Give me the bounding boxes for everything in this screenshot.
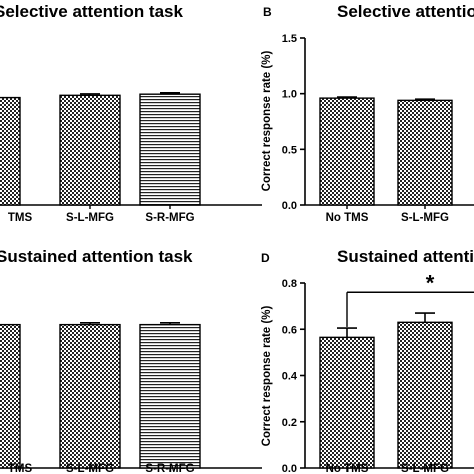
y-tick-label: 0.0 [282,463,297,474]
x-tick-label: S-R-MFG [145,463,194,474]
bar [397,99,453,206]
bar [139,323,201,469]
y-tick-label: 1.5 [282,33,297,45]
panel-3: Sustained attention task TMS S-L-MFG S-R-MF… [0,247,262,474]
y-axis-label: Correct response rate (%) [261,306,273,447]
panel-title: Selective attention task [0,2,184,21]
panel-1: Selective attention task TMS S-L-MFG S-R-MF… [0,2,262,224]
panel-letter: B [263,5,272,19]
panel-4: Sustained attention D 0.0 0.2 0.4 0.6 0.8 Corre… [261,247,474,474]
panel-title: Selective attention [337,2,474,21]
x-tick-label: S-L-MFG [401,212,449,224]
bar [319,97,375,206]
y-tick-label: 0.2 [282,417,297,429]
significance-star: * [426,270,435,295]
y-tick-label: 1.0 [282,89,297,101]
bar [0,96,21,206]
y-tick-label: 0.0 [282,200,297,212]
bar [319,336,375,469]
bar [139,93,201,206]
x-tick-label: No TMS [326,212,369,224]
x-tick-label: S-L-MFG [401,463,449,474]
y-tick-label: 0.4 [282,371,298,383]
x-tick-label: S-L-MFG [66,463,114,474]
x-tick-label: S-R-MFG [145,212,194,224]
y-tick-label: 0.6 [282,324,297,336]
panel-title: Sustained attention task [0,247,193,266]
bar [59,94,121,206]
panel-2: Selective attention B 0.0 0.5 1.0 1.5 Correct … [261,2,474,224]
bar [397,321,453,469]
y-axis-label: Correct response rate (%) [261,51,273,192]
panel-letter: D [261,251,270,265]
y-tick-label: 0.8 [282,278,297,290]
bar [59,323,121,469]
x-tick-label: TMS [8,212,33,224]
y-tick-label: 0.5 [282,144,297,156]
x-tick-label: TMS [8,463,33,474]
x-tick-label: S-L-MFG [66,212,114,224]
x-tick-label: No TMS [326,463,369,474]
bar [0,323,21,469]
panel-title: Sustained attention [337,247,474,266]
